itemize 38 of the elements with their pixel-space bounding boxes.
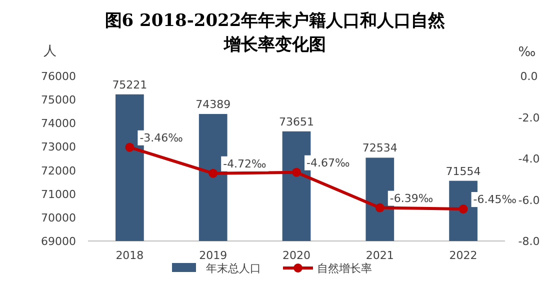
data-label: 71554	[446, 164, 481, 178]
y-tick-label: 76000	[41, 70, 76, 83]
y-tick-label: 70000	[41, 211, 76, 224]
data-label: 72534	[362, 142, 398, 155]
y2-tick-label: -8.0	[518, 235, 540, 248]
data-label: 73651	[279, 115, 314, 128]
legend-label: 年末总人口	[206, 262, 261, 275]
x-tick-label: 2022	[449, 249, 478, 262]
y-tick-label: 73000	[41, 140, 76, 154]
chart-title: 图6 2018-2022年年末户籍人口和人口自然增长率变化图	[104, 11, 446, 55]
x-tick-label: 2019	[199, 249, 228, 262]
y-axis-title: 人	[44, 44, 56, 59]
data-label: -3.46‰	[140, 131, 184, 144]
x-tick-label: 2021	[366, 249, 394, 262]
y2-tick-label: -6.0	[518, 194, 540, 207]
y-tick-label: 74000	[41, 117, 76, 130]
point	[458, 204, 468, 214]
point	[375, 203, 384, 212]
point	[125, 142, 134, 152]
y2-tick-label: 0.0	[520, 70, 538, 83]
data-label: -4.67‰	[306, 156, 350, 170]
x-tick-label: 2020	[282, 249, 310, 262]
point	[208, 168, 218, 178]
y2-axis-title: ‰	[518, 45, 536, 60]
y2-tick-label: -2.0	[518, 111, 540, 124]
point	[292, 168, 301, 177]
legend-label: 自然增长率	[317, 262, 372, 275]
y-tick-label: 75000	[41, 94, 76, 107]
data-label: -6.45‰	[473, 193, 517, 206]
y-tick-label: 72000	[41, 164, 76, 178]
x-tick-label: 2018	[116, 249, 144, 262]
data-label: 74389	[196, 98, 231, 111]
data-label: -4.72‰	[223, 157, 267, 170]
data-label: 75221	[112, 78, 148, 92]
y2-tick-label: -4.0	[518, 152, 540, 166]
data-label: -6.39‰	[390, 192, 434, 205]
y-tick-label: 71000	[41, 188, 76, 201]
y-tick-label: 69000	[41, 235, 76, 248]
